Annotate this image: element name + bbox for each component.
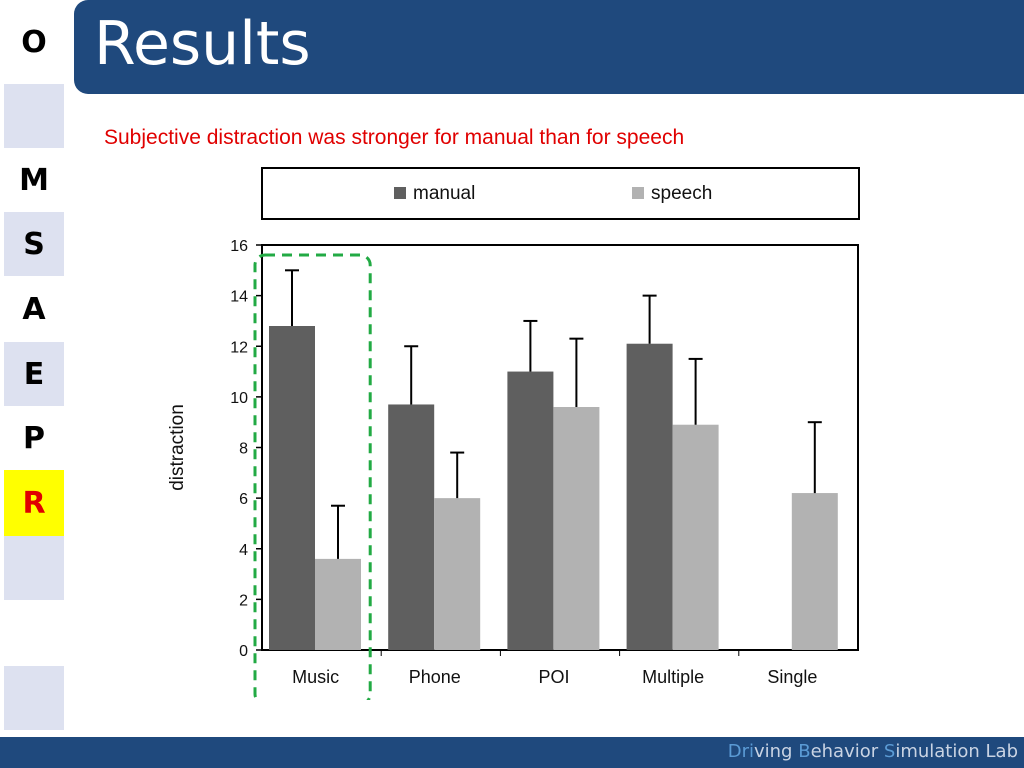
y-tick-label: 14: [230, 289, 248, 306]
footer-part: B: [798, 741, 811, 762]
section-blank: [4, 84, 64, 148]
y-tick-label: 6: [239, 491, 248, 508]
y-tick-label: 16: [230, 238, 248, 255]
section-m: M: [4, 148, 64, 212]
footer-bar: [0, 737, 1024, 768]
y-tick-label: 2: [239, 592, 248, 609]
x-tick-label: Phone: [409, 667, 461, 687]
section-o: O: [4, 0, 64, 84]
section-blank: [4, 600, 64, 666]
section-s: S: [4, 212, 64, 276]
section-e: E: [4, 342, 64, 406]
section-r: R: [4, 470, 64, 536]
y-tick-label: 8: [239, 441, 248, 458]
x-tick-label: Single: [767, 667, 817, 687]
page-title: Results: [94, 9, 311, 79]
bar-speech-single: [791, 493, 838, 650]
title-bar: [74, 0, 1024, 94]
x-tick-label: POI: [538, 667, 569, 687]
y-tick-label: 12: [230, 339, 248, 356]
y-tick-label: 10: [230, 390, 248, 407]
bar-speech-phone: [434, 498, 481, 650]
section-blank: [4, 666, 64, 730]
bar-manual-phone: [388, 404, 435, 650]
bar-manual-poi: [507, 371, 554, 650]
bar-speech-music: [315, 558, 361, 650]
footer-part: ving: [754, 741, 799, 762]
section-a: A: [4, 276, 64, 342]
bar-chart: manual speech 0 2 4 6 8 10 12 14 16 distraction Musi…: [167, 167, 860, 700]
legend-label-manual: manual: [413, 183, 475, 204]
bar-speech-poi: [553, 407, 600, 650]
bar-speech-multiple: [672, 424, 719, 650]
x-tick-label: Music: [292, 667, 339, 687]
legend-label-speech: speech: [651, 183, 712, 204]
y-axis-label: distraction: [167, 404, 188, 491]
highlight-box: [253, 253, 372, 700]
section-blank: [4, 536, 64, 600]
y-tick-label: 0: [239, 643, 248, 660]
bar-manual-multiple: [626, 343, 673, 650]
x-tick-label: Multiple: [642, 667, 704, 687]
legend-swatch-manual: [394, 187, 406, 199]
legend-box: [261, 167, 860, 220]
bar-manual-music: [269, 326, 315, 650]
footer-part: Dri: [727, 741, 754, 762]
footer-part: ehavior: [810, 741, 884, 762]
legend-swatch-speech: [632, 187, 644, 199]
footer-part: S: [883, 741, 896, 762]
y-tick-label: 4: [239, 542, 248, 559]
footer-lab-name: Driving Behavior Simulation Lab: [728, 741, 1018, 762]
footer-part: imulation Lab: [895, 741, 1018, 762]
section-p: P: [4, 406, 64, 470]
slide-subtitle: Subjective distraction was stronger for …: [104, 126, 685, 149]
